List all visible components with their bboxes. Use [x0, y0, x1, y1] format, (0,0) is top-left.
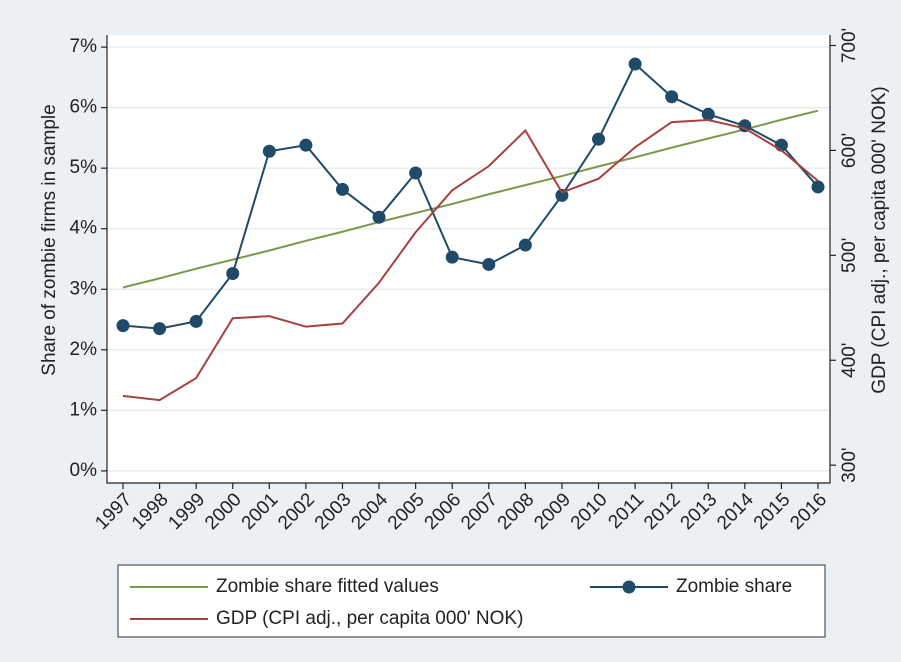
y2-tick-label: 300': [839, 447, 860, 482]
x-tick-label: 2011: [604, 489, 648, 533]
series-marker: [592, 132, 606, 146]
x-tick-label: 2012: [640, 489, 685, 534]
x-tick-label: 2008: [494, 489, 539, 534]
y-tick-label: 7%: [70, 36, 98, 57]
x-tick-label: 2010: [567, 489, 612, 534]
series-marker: [701, 107, 715, 121]
x-tick-label: 2015: [750, 489, 795, 534]
series-line: [122, 118, 819, 402]
legend-label: GDP (CPI adj., per capita 000' NOK): [216, 608, 523, 629]
series-marker: [811, 180, 825, 194]
y2-axis-title: GDP (CPI adj., per capita 000' NOK): [869, 86, 890, 393]
x-tick-label: 2009: [530, 489, 575, 534]
legend-label: Zombie share fitted values: [216, 576, 439, 597]
legend-marker: [622, 580, 636, 594]
y2-tick-label: 400': [839, 343, 860, 378]
series-marker: [482, 257, 496, 271]
series-marker: [262, 144, 276, 158]
y2-tick-label: 700': [839, 28, 860, 63]
y-tick-label: 4%: [70, 218, 98, 239]
x-tick-label: 1997: [91, 489, 136, 534]
series-marker: [116, 319, 130, 333]
series-marker: [372, 210, 386, 224]
x-tick-label: 2006: [421, 489, 466, 534]
x-tick-label: 2000: [201, 489, 246, 534]
y-tick-label: 5%: [70, 157, 98, 178]
y-tick-label: 2%: [70, 339, 98, 360]
x-tick-label: 2014: [713, 489, 758, 534]
x-tick-label: 1999: [164, 489, 209, 534]
series-marker: [409, 166, 423, 180]
x-tick-label: 2016: [786, 489, 831, 534]
series-marker: [299, 138, 313, 152]
y-tick-label: 0%: [70, 460, 98, 481]
series-marker: [226, 267, 240, 281]
y2-tick-label: 600': [839, 133, 860, 168]
x-tick-label: 2005: [384, 489, 429, 534]
x-tick-label: 2007: [457, 489, 502, 534]
y-axis-title: Share of zombie firms in sample: [39, 104, 60, 375]
y-tick-label: 6%: [70, 97, 98, 118]
plot-area: [107, 35, 830, 483]
x-tick-label: 2013: [677, 489, 722, 534]
y2-tick-label: 500': [839, 238, 860, 273]
series-marker: [189, 314, 203, 328]
x-tick-label: 2004: [347, 489, 392, 534]
series-marker: [738, 119, 752, 133]
series-line: [122, 109, 819, 289]
x-tick-label: 1998: [128, 489, 173, 534]
legend-box: [117, 564, 826, 638]
series-marker: [628, 57, 642, 71]
series-marker: [153, 322, 167, 336]
y-tick-label: 1%: [70, 399, 98, 420]
legend-label: Zombie share: [676, 576, 792, 597]
series-line: [122, 62, 819, 330]
x-tick-label: 2002: [274, 489, 319, 534]
y-tick-label: 3%: [70, 278, 98, 299]
x-tick-label: 2001: [238, 489, 283, 534]
series-marker: [445, 250, 459, 264]
axes: [106, 35, 831, 484]
series-marker: [665, 90, 679, 104]
series-marker: [335, 182, 349, 196]
x-tick-label: 2003: [311, 489, 356, 534]
series-marker: [518, 238, 532, 252]
